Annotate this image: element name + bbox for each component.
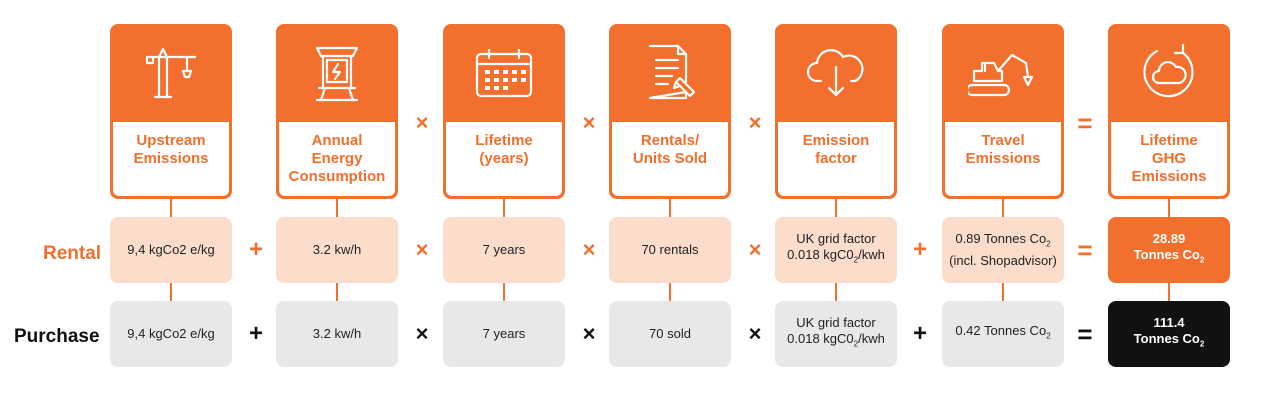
header-label: Rentals/ Units Sold [612, 122, 728, 196]
connector [835, 283, 837, 301]
header-upstream-emissions: Upstream Emissions [110, 24, 232, 199]
purchase-units-cell: 70 sold [609, 301, 731, 367]
subscript: 2 [853, 255, 859, 265]
header-rentals-units: Rentals/ Units Sold [609, 24, 731, 199]
connector [669, 199, 671, 217]
purchase-emission-factor-cell: UK grid factor 0.018 kgC02/kwh [775, 301, 897, 367]
document-pen-icon [609, 24, 731, 122]
cloud-cycle-icon [1108, 24, 1230, 122]
connector [1168, 283, 1170, 301]
connector [336, 199, 338, 217]
purchase-energy-cell: 3.2 kw/h [276, 301, 398, 367]
excavator-icon [942, 24, 1064, 122]
header-annual-energy: Annual Energy Consumption [276, 24, 398, 199]
purchase-result-value: 111.4 [1153, 315, 1185, 331]
rental-units-cell: 70 rentals [609, 217, 731, 283]
rental-equals-operator: = [1077, 234, 1093, 265]
connector [170, 199, 172, 217]
emission-factor-unit: /kwh [858, 247, 885, 263]
purchase-plus-operator: + [248, 320, 263, 347]
emission-factor-unit: /kwh [858, 331, 885, 347]
connector [1002, 283, 1004, 301]
cloud-download-icon [775, 24, 897, 122]
connector [1002, 199, 1004, 217]
emission-factor-line1: UK grid factor [796, 315, 876, 331]
connector [503, 283, 505, 301]
connector [170, 283, 172, 301]
header-label: Emission factor [778, 122, 894, 196]
rental-multiply-operator: × [748, 237, 762, 262]
emission-factor-value: 0.018 kgC0 [787, 247, 854, 263]
rental-row-label: Rental [43, 243, 102, 264]
connector [503, 199, 505, 217]
purchase-upstream-cell: 9,4 kgCo2 e/kg [110, 301, 232, 367]
header-multiply-operator: × [582, 110, 596, 135]
purchase-row-label: Purchase [14, 326, 100, 347]
rental-plus-operator: + [248, 236, 263, 263]
rental-travel-cell: 0.89 Tonnes Co2 (incl. Shopadvisor) [942, 217, 1064, 283]
subscript: 2 [853, 339, 859, 349]
subscript: 2 [1199, 339, 1205, 349]
charging-station-icon [276, 24, 398, 122]
emission-factor-value: 0.018 kgC0 [787, 331, 854, 347]
header-label: Lifetime GHG Emissions [1111, 122, 1227, 196]
connector [669, 283, 671, 301]
purchase-result-cell: 111.4 Tonnes Co2 [1108, 301, 1230, 367]
header-travel-emissions: Travel Emissions [942, 24, 1064, 199]
header-label: Annual Energy Consumption [279, 122, 395, 196]
subscript: 2 [1046, 331, 1051, 341]
header-label: Lifetime (years) [446, 122, 562, 196]
header-emission-factor: Emission factor [775, 24, 897, 199]
travel-note: (incl. Shopadvisor) [949, 252, 1057, 268]
header-multiply-operator: × [415, 110, 429, 135]
rental-upstream-cell: 9,4 kgCo2 e/kg [110, 217, 232, 283]
purchase-travel-cell: 0.42 Tonnes Co2 [942, 301, 1064, 367]
emission-factor-line1: UK grid factor [796, 231, 876, 247]
header-label: Upstream Emissions [113, 122, 229, 196]
connector [1168, 199, 1170, 217]
result-unit: Tonnes Co [1133, 331, 1200, 347]
subscript: 2 [1046, 239, 1051, 249]
purchase-equals-operator: = [1077, 318, 1093, 349]
purchase-multiply-operator: × [415, 321, 429, 346]
rental-multiply-operator: × [415, 237, 429, 262]
header-label: Travel Emissions [945, 122, 1061, 196]
rental-result-cell: 28.89 Tonnes Co2 [1108, 217, 1230, 283]
travel-value: 0.42 Tonnes Co [955, 323, 1047, 339]
result-unit: Tonnes Co [1133, 247, 1200, 263]
purchase-plus-operator: + [912, 320, 927, 347]
rental-lifetime-cell: 7 years [443, 217, 565, 283]
header-lifetime: Lifetime (years) [443, 24, 565, 199]
rental-multiply-operator: × [582, 237, 596, 262]
rental-plus-operator: + [912, 236, 927, 263]
header-equals-operator: = [1077, 107, 1093, 138]
calendar-icon [443, 24, 565, 122]
header-lifetime-ghg: Lifetime GHG Emissions [1108, 24, 1230, 199]
rental-emission-factor-cell: UK grid factor 0.018 kgC02/kwh [775, 217, 897, 283]
purchase-multiply-operator: × [582, 321, 596, 346]
connector [835, 199, 837, 217]
connector [336, 283, 338, 301]
rental-energy-cell: 3.2 kw/h [276, 217, 398, 283]
purchase-lifetime-cell: 7 years [443, 301, 565, 367]
travel-value: 0.89 Tonnes Co [955, 231, 1047, 247]
rental-result-value: 28.89 [1152, 231, 1186, 247]
subscript: 2 [1199, 255, 1205, 265]
crane-icon [110, 24, 232, 122]
purchase-multiply-operator: × [748, 321, 762, 346]
header-multiply-operator: × [748, 110, 762, 135]
